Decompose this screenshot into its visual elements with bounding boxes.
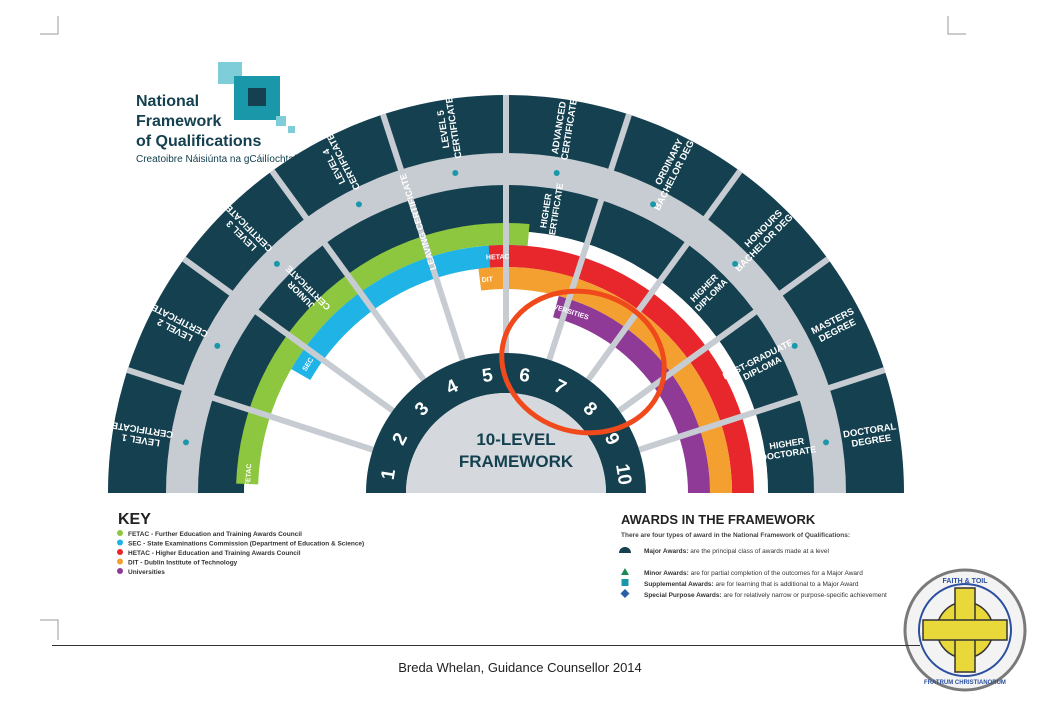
square-icon [621,579,629,586]
award-marker-dot [182,439,189,446]
crop-mark [947,16,966,35]
logo-square-navy [248,88,266,106]
awards-item: Major Awards: are the principal class of… [644,548,830,555]
awards-item: Supplemental Awards: are for learning th… [644,581,859,588]
award-marker-dot [452,169,459,176]
award-marker-dot [823,439,830,446]
logo-square-small [276,116,286,126]
crop-mark [40,619,59,640]
other-awards-ring [198,185,814,493]
logo-title-line: Framework [136,113,221,130]
major-awards-ring [108,95,904,493]
key-item: DIT - Dublin Institute of Technology [128,560,238,567]
award-marker-dot [791,342,798,349]
award-marker-dot [214,342,221,349]
logo-subtitle: Creatoibre Náisiúnta na gCáilíochtaí [136,154,297,165]
crest-ring [918,583,1012,677]
logo-title-line: National [136,93,199,110]
universities-band [553,295,710,493]
framework-hub [406,393,606,493]
level-divider [585,169,743,382]
fetac-band [236,222,530,485]
key-color-dot [117,539,123,546]
key-color-dot [117,549,123,555]
logo-title-line: of Qualifications [136,133,261,150]
level-number: 6 [518,365,532,387]
level-divider [182,256,395,414]
diamond-icon [620,589,630,598]
crop-mark [40,16,59,35]
highlight-circle [499,288,667,436]
key-item: SEC - State Examinations Commission (Dep… [128,541,364,548]
level-divider [269,169,427,382]
crest-cross-horizontal [922,619,1008,641]
key-color-dot [117,558,123,565]
award-marker-dot [273,260,280,267]
level-number: 10 [611,462,635,486]
footer-credit: Breda Whelan, Guidance Counsellor 2014 [398,660,642,675]
dit-band [478,267,732,493]
level-divider [638,367,886,453]
footer-rule [52,645,920,646]
awards-intro: There are four types of award in the Nat… [621,532,850,539]
hetac-band [488,245,754,493]
award-marker-dot [553,169,560,176]
key-color-dot [117,568,123,574]
triangle-icon [621,568,629,575]
dit-band-label: DIT [481,276,494,284]
level-divider [617,256,830,414]
hetac-band-label: HETAC [486,254,510,262]
award-marker-dot [650,201,657,208]
crest-motto-bottom: FRATRUM CHRISTIANORUM [924,680,1006,686]
key-color-dot [117,530,123,536]
hub-label: 10-LEVEL [476,430,555,449]
key-item: FETAC - Further Education and Training A… [128,531,302,538]
awards-item: Special Purpose Awards: are for relative… [644,592,887,599]
level-divider [126,367,374,453]
level-number: 1 [378,467,400,481]
key-item: Universities [128,569,165,576]
key-title: KEY [118,511,151,528]
logo-square-tiny [288,126,295,133]
semicircle-icon [619,547,631,553]
crest-icon: FAITH & TOIL FRATRUM CHRISTIANORUM [903,568,1027,692]
award-marker-dot [355,201,362,208]
level-number: 5 [481,365,495,387]
award-marker-dot [732,260,739,267]
fetac-band-label: FETAC [245,463,254,486]
key-item: HETAC - Higher Education and Training Aw… [128,550,301,557]
level-number-ring [366,353,646,493]
level-divider [380,113,466,361]
awards-title: AWARDS IN THE FRAMEWORK [621,512,816,527]
awards-item: Minor Awards: are for partial completion… [644,570,863,577]
level-divider [546,113,632,361]
crest-motto-top: FAITH & TOIL [943,578,989,585]
hub-label: FRAMEWORK [459,452,574,471]
